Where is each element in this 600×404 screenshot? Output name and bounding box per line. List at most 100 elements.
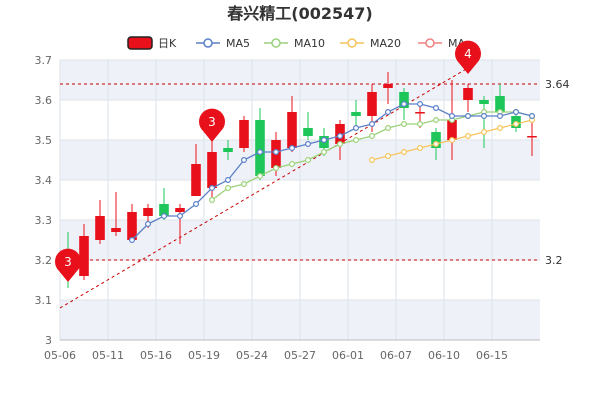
legend-ma5-label: MA5: [226, 37, 250, 50]
pin-marker: [55, 248, 81, 282]
ma5-point: [273, 149, 280, 156]
ma5-point: [209, 185, 216, 192]
candle-body: [303, 128, 313, 136]
ma10-point: [273, 165, 280, 172]
ma5-point: [289, 145, 296, 152]
y-tick-label: 3.4: [35, 174, 53, 187]
x-tick-label: 05-11: [92, 349, 124, 362]
candle-body: [527, 136, 537, 138]
ma5-point: [481, 112, 488, 119]
candle-body: [175, 208, 185, 212]
y-tick-label: 3: [45, 334, 52, 347]
ma20-point: [417, 145, 424, 152]
ma5-point: [161, 213, 168, 220]
ma5-point: [305, 141, 312, 148]
ma10-point: [241, 181, 248, 188]
candle-body: [415, 112, 425, 114]
trend-line: [59, 67, 469, 309]
ma5-point: [433, 104, 440, 111]
ma5-point: [512, 108, 519, 115]
legend-ma20-label: MA20: [370, 37, 401, 50]
candle-body: [431, 132, 441, 148]
y-tick-label: 3.6: [35, 94, 53, 107]
legend-ma_hidden-swatch-dot: [425, 38, 435, 48]
candle-body: [351, 112, 361, 116]
y-tick-label: 3.2: [35, 254, 53, 267]
legend-kline-label: 日K: [158, 37, 177, 50]
ma10-point: [289, 161, 296, 168]
pin-marker: [199, 108, 226, 142]
ma20-point: [497, 124, 504, 131]
ma5-point: [369, 120, 376, 127]
x-tick-label: 05-16: [140, 349, 172, 362]
ma5-point: [417, 100, 424, 107]
ma20-point: [465, 133, 472, 140]
legend-ma10-swatch-dot: [271, 38, 281, 48]
ma10-point: [209, 197, 216, 204]
ma5-point: [225, 177, 232, 184]
pin-marker-label: 4: [464, 47, 472, 61]
legend: 日K MA5 MA10 MA20 MA: [127, 36, 465, 50]
reference-line-label: 3.64: [545, 78, 570, 91]
x-tick-label: 06-07: [380, 349, 412, 362]
y-tick-label: 3.5: [35, 134, 53, 147]
candle-body: [447, 120, 457, 140]
ma5-point: [257, 149, 264, 156]
x-tick-label: 05-24: [236, 349, 268, 362]
ma10-point: [305, 157, 312, 164]
reference-line-label: 3.2: [545, 254, 563, 267]
ma20-point: [512, 120, 519, 127]
candle-body: [495, 96, 505, 112]
y-tick-label: 3.3: [35, 214, 53, 227]
ma5-point: [353, 124, 360, 131]
x-tick-label: 06-15: [476, 349, 508, 362]
ma5-point: [145, 221, 152, 228]
ma20-point: [401, 149, 408, 156]
ma10-point: [321, 149, 328, 156]
y-tick-label: 3.1: [35, 294, 53, 307]
candle-body: [239, 120, 249, 148]
candle-body: [191, 164, 201, 196]
ma20-point: [433, 141, 440, 148]
ma10-point: [385, 124, 392, 131]
ma5-point: [385, 108, 392, 115]
candle-body: [287, 112, 297, 148]
candle-body: [159, 204, 169, 216]
candle-body: [207, 152, 217, 188]
ma5-point: [337, 133, 344, 140]
x-tick-label: 05-06: [44, 349, 76, 362]
ma5-point: [321, 137, 328, 144]
pin-marker-label: 3: [64, 255, 72, 269]
candle-body: [127, 212, 137, 240]
x-tick-label: 05-27: [284, 349, 316, 362]
plot-area: 3 3.1 3.2 3.3 3.4 3.5 3.6 3.7 05-06 05-11 05-16 05-…: [35, 40, 570, 362]
ma10-point: [257, 173, 264, 180]
candle-body: [463, 88, 473, 100]
ma10-point: [369, 133, 376, 140]
legend-ma5-swatch-dot: [203, 38, 213, 48]
ma20-point: [369, 157, 376, 164]
candle-body: [367, 92, 377, 116]
ma10-point: [433, 116, 440, 123]
ma5-point: [449, 112, 456, 119]
candle-body: [79, 236, 89, 276]
pin-marker-label: 3: [208, 115, 216, 129]
ma5-point: [193, 201, 200, 208]
candle-body: [95, 216, 105, 240]
x-tick-label: 05-19: [188, 349, 220, 362]
ma10-point: [337, 141, 344, 148]
ma5-point: [129, 237, 136, 244]
candle-body: [383, 84, 393, 88]
candle-body: [479, 100, 489, 104]
legend-ma20-swatch-dot: [347, 38, 357, 48]
chart-title: 春兴精工(002547): [226, 4, 372, 23]
ma20-point: [449, 137, 456, 144]
x-tick-label: 06-01: [332, 349, 364, 362]
legend-ma10-label: MA10: [294, 37, 325, 50]
candle-body: [399, 92, 409, 108]
ma10-point: [417, 120, 424, 127]
y-tick-label: 3.7: [35, 54, 53, 67]
ma10-point: [225, 185, 232, 192]
ma5-point: [401, 100, 408, 107]
